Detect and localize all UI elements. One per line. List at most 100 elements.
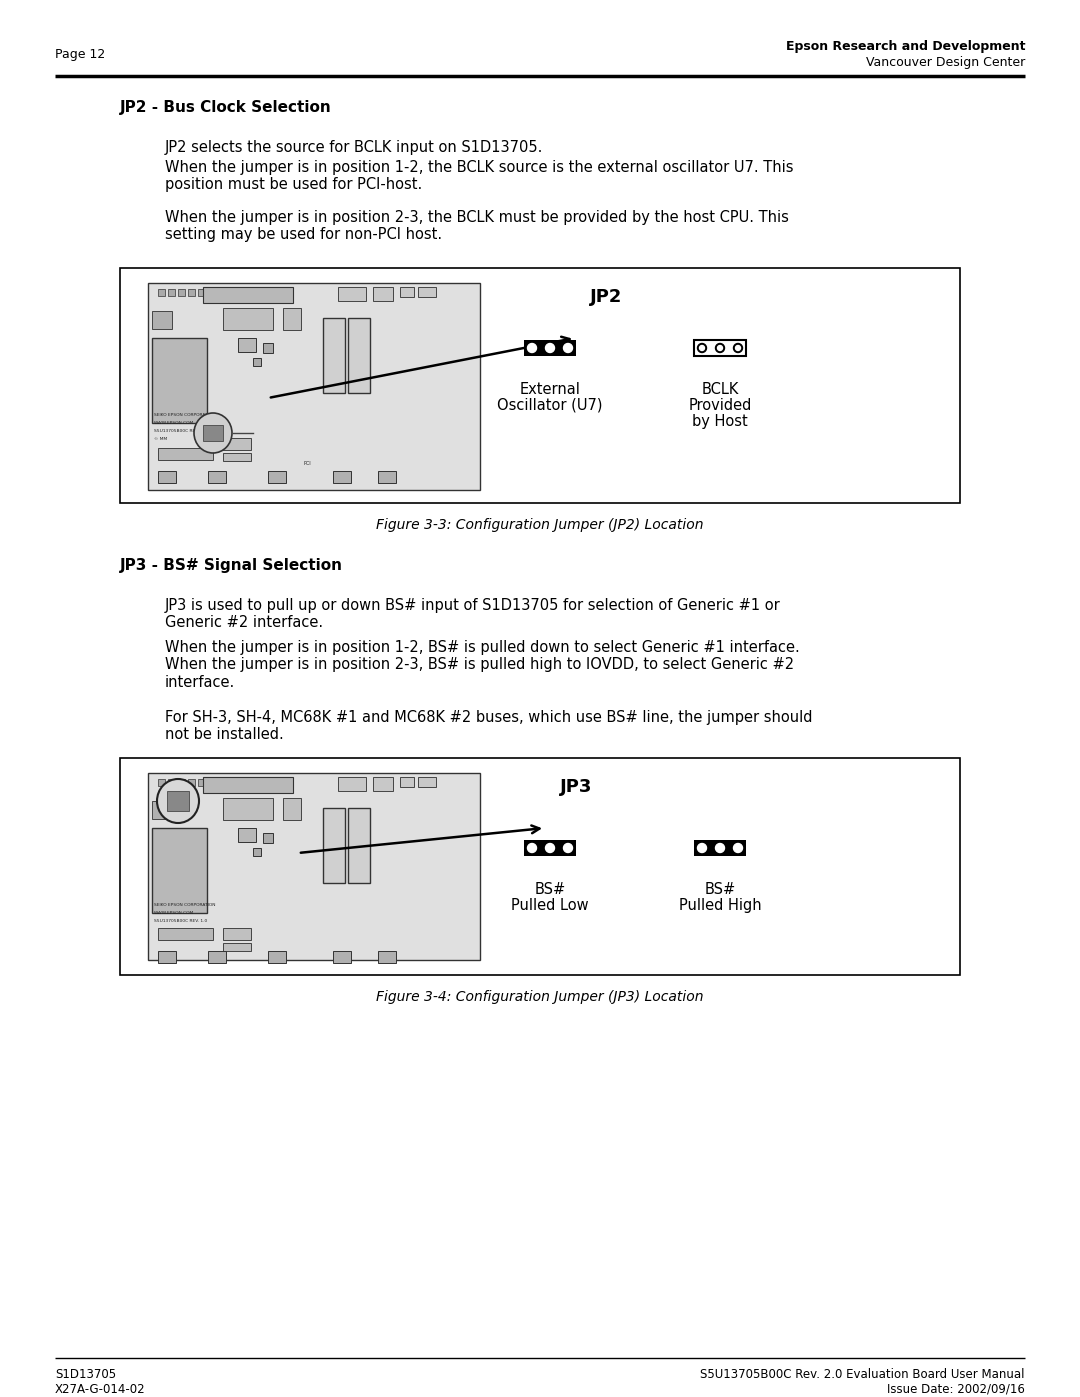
Text: BS#: BS# (535, 882, 566, 897)
Circle shape (564, 344, 572, 352)
Bar (222, 439, 251, 450)
Circle shape (527, 844, 537, 852)
Bar (178, 289, 185, 296)
Bar (238, 338, 256, 352)
Bar (208, 471, 226, 483)
Text: S1D13705: S1D13705 (55, 1368, 117, 1382)
Bar (158, 471, 176, 483)
Text: JP2: JP2 (590, 288, 622, 306)
Circle shape (715, 844, 725, 852)
Bar (378, 471, 396, 483)
Bar (158, 289, 165, 296)
Text: JP3: JP3 (561, 778, 592, 796)
Bar (152, 828, 207, 914)
Text: Oscillator (U7): Oscillator (U7) (497, 398, 603, 414)
Bar (152, 800, 172, 819)
Bar (418, 777, 436, 787)
Bar (333, 471, 351, 483)
Ellipse shape (157, 780, 199, 823)
Bar (198, 780, 205, 787)
Bar (524, 840, 576, 856)
Text: by Host: by Host (692, 414, 747, 429)
FancyArrowPatch shape (271, 337, 569, 398)
Ellipse shape (194, 414, 232, 453)
Bar (524, 339, 576, 356)
Circle shape (564, 844, 572, 852)
Bar (120, 268, 960, 503)
Text: Vancouver Design Center: Vancouver Design Center (866, 56, 1025, 68)
Bar (198, 289, 205, 296)
Circle shape (700, 345, 704, 351)
Text: When the jumper is in position 1-2, the BCLK source is the external oscillator U: When the jumper is in position 1-2, the … (165, 161, 794, 193)
Bar (168, 289, 175, 296)
Bar (222, 798, 273, 820)
Text: When the jumper is in position 1-2, BS# is pulled down to select Generic #1 inte: When the jumper is in position 1-2, BS# … (165, 640, 800, 690)
Bar (152, 338, 207, 423)
Bar (158, 928, 213, 940)
Text: For SH-3, SH-4, MC68K #1 and MC68K #2 buses, which use BS# line, the jumper shou: For SH-3, SH-4, MC68K #1 and MC68K #2 bu… (165, 710, 812, 742)
Text: S5U13705B00C Rev. 2.0 Evaluation Board User Manual: S5U13705B00C Rev. 2.0 Evaluation Board U… (701, 1368, 1025, 1382)
Bar (338, 286, 366, 300)
Bar (283, 307, 301, 330)
Circle shape (733, 344, 743, 352)
Text: © MM: © MM (154, 437, 167, 441)
Text: JP3 is used to pull up or down BS# input of S1D13705 for selection of Generic #1: JP3 is used to pull up or down BS# input… (165, 598, 781, 630)
Circle shape (545, 844, 554, 852)
Text: Pulled High: Pulled High (678, 898, 761, 914)
Text: BCLK: BCLK (701, 381, 739, 397)
Text: PCI: PCI (303, 461, 311, 467)
Bar (373, 777, 393, 791)
Bar (400, 286, 414, 298)
Text: Figure 3-4: Configuration Jumper (JP3) Location: Figure 3-4: Configuration Jumper (JP3) L… (376, 990, 704, 1004)
Bar (323, 807, 345, 883)
Text: WWW.EPSON.COM: WWW.EPSON.COM (154, 911, 194, 915)
Bar (158, 448, 213, 460)
Bar (222, 928, 251, 940)
Text: SEIKO EPSON CORPORATION: SEIKO EPSON CORPORATION (154, 414, 216, 416)
Bar (178, 780, 185, 787)
Bar (338, 777, 366, 791)
Bar (188, 780, 195, 787)
Circle shape (715, 344, 725, 352)
Bar (188, 289, 195, 296)
Bar (264, 344, 273, 353)
Text: S5U13705B00C REV. 1.0: S5U13705B00C REV. 1.0 (154, 919, 207, 923)
Bar (694, 339, 746, 356)
Bar (203, 777, 293, 793)
Bar (418, 286, 436, 298)
Bar (268, 951, 286, 963)
Bar (348, 319, 370, 393)
Bar (208, 951, 226, 963)
Text: S5U13705B00C REV. 1.0: S5U13705B00C REV. 1.0 (154, 429, 207, 433)
Text: When the jumper is in position 2-3, the BCLK must be provided by the host CPU. T: When the jumper is in position 2-3, the … (165, 210, 788, 243)
Text: Provided: Provided (688, 398, 752, 414)
Bar (378, 951, 396, 963)
Circle shape (717, 345, 723, 351)
FancyArrowPatch shape (300, 826, 539, 852)
Text: Page 12: Page 12 (55, 47, 105, 61)
Bar (167, 791, 189, 812)
Bar (222, 307, 273, 330)
Circle shape (527, 344, 537, 352)
Bar (373, 286, 393, 300)
Bar (264, 833, 273, 842)
Bar (694, 840, 746, 856)
Bar (203, 286, 293, 303)
Text: BS#: BS# (704, 882, 735, 897)
Bar (148, 284, 480, 490)
Text: SEIKO EPSON CORPORATION: SEIKO EPSON CORPORATION (154, 902, 216, 907)
Bar (253, 848, 261, 856)
Bar (222, 943, 251, 951)
Circle shape (733, 844, 743, 852)
Circle shape (735, 345, 741, 351)
Text: External: External (519, 381, 580, 397)
Bar (400, 777, 414, 787)
Bar (348, 807, 370, 883)
Bar (253, 358, 261, 366)
Text: WWW.EPSON.COM: WWW.EPSON.COM (154, 420, 194, 425)
Text: JP3 - BS# Signal Selection: JP3 - BS# Signal Selection (120, 557, 343, 573)
Circle shape (698, 844, 706, 852)
Bar (283, 798, 301, 820)
Text: JP2 selects the source for BCLK input on S1D13705.: JP2 selects the source for BCLK input on… (165, 140, 543, 155)
Text: Figure 3-3: Configuration Jumper (JP2) Location: Figure 3-3: Configuration Jumper (JP2) L… (376, 518, 704, 532)
